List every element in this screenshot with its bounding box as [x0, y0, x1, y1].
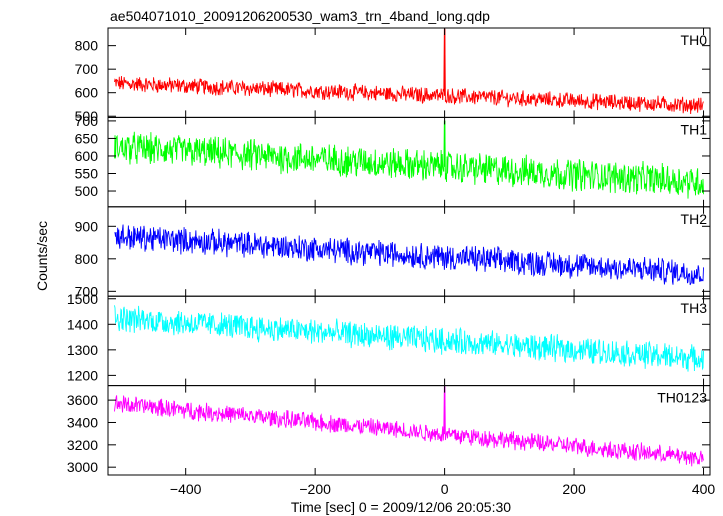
series-line-th0123	[114, 386, 704, 467]
y-tick-label: 500	[75, 183, 99, 199]
panel-frame	[107, 295, 711, 387]
y-tick-label: 700	[75, 61, 99, 77]
y-tick-label: 800	[75, 251, 99, 267]
series-label: TH2	[681, 211, 708, 227]
y-tick-label: 3200	[67, 437, 98, 453]
y-tick-label: 500	[75, 108, 99, 124]
y-tick-label: 3600	[67, 392, 98, 408]
series-line-th0	[114, 28, 704, 115]
panel-th0123: 3000 3200 3400 3600 TH0123	[67, 385, 711, 476]
y-tick-label: 800	[75, 38, 99, 54]
series-line-th3	[114, 305, 704, 372]
y-tick-label: 1500	[67, 291, 98, 307]
series-line-th1	[114, 120, 704, 199]
x-tick-label: 0	[441, 481, 449, 497]
series-label: TH0123	[657, 390, 707, 406]
y-tick-label: 1200	[67, 367, 98, 383]
x-tick-label: 400	[692, 481, 716, 497]
x-tick-label: −400	[170, 481, 202, 497]
panel-frame	[107, 385, 711, 476]
y-tick-label: 900	[75, 218, 99, 234]
y-tick-label: 650	[75, 130, 99, 146]
y-tick-label: 1400	[67, 316, 98, 332]
y-tick-label: 3400	[67, 414, 98, 430]
chart-title: ae504071010_20091206200530_wam3_trn_4ban…	[110, 8, 490, 24]
x-tick-label: −200	[299, 481, 331, 497]
y-tick-label: 600	[75, 85, 99, 101]
panel-th3: 1200 1300 1400 1500 TH3	[67, 291, 711, 387]
panel-th2: 700 800 900 TH2	[75, 206, 711, 299]
y-tick-label: 600	[75, 148, 99, 164]
y-tick-label: 700	[75, 113, 99, 129]
y-tick-label: 550	[75, 165, 99, 181]
series-line-th2	[114, 224, 704, 286]
y-axis-title: Counts/sec	[34, 221, 50, 291]
series-label: TH3	[681, 300, 708, 316]
panel-th0: 500 600 700 800 TH0	[75, 27, 711, 124]
x-axis-title: Time [sec] 0 = 2009/12/06 20:05:30	[291, 499, 511, 515]
y-tick-label: 1300	[67, 342, 98, 358]
x-tick-label: 200	[562, 481, 586, 497]
series-label: TH0	[681, 32, 708, 48]
y-tick-label: 3000	[67, 459, 98, 475]
y-tick-label: 700	[75, 283, 99, 299]
panel-frame	[107, 206, 711, 297]
series-label: TH1	[681, 121, 708, 137]
